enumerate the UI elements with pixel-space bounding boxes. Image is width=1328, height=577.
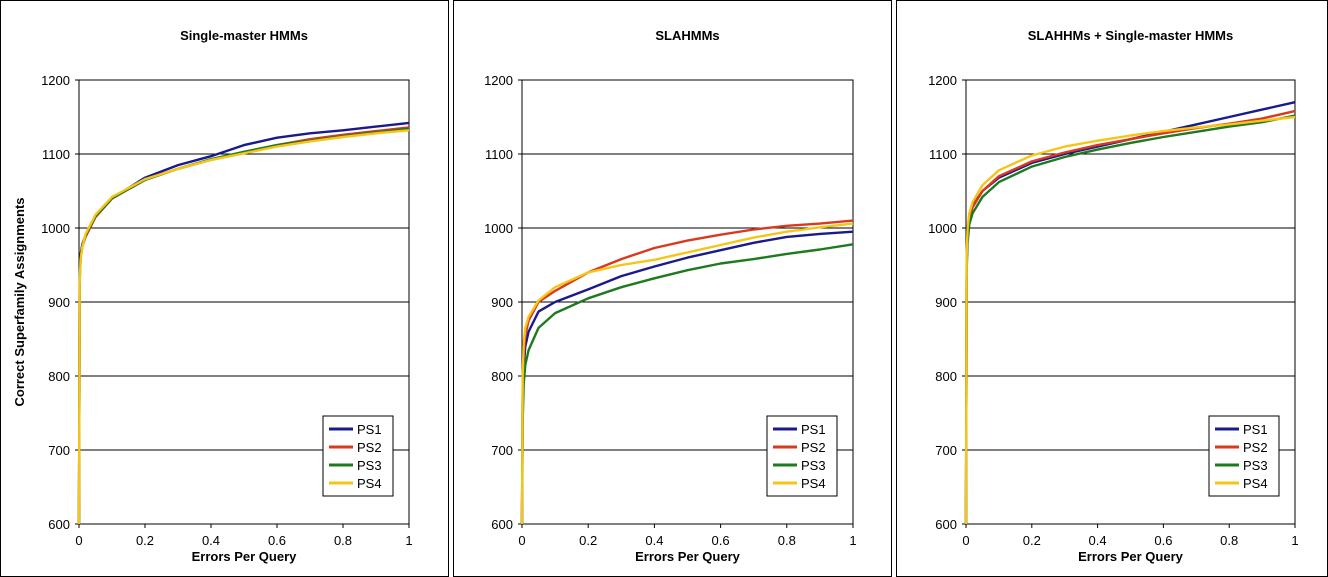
x-tick-label: 0.4 <box>1089 533 1107 548</box>
y-tick-label: 900 <box>48 295 70 310</box>
y-tick-label: 600 <box>48 517 70 532</box>
chart-title: SLAHHMs + Single-master HMMs <box>1028 28 1234 43</box>
legend-label: PS3 <box>1243 458 1268 473</box>
x-tick-label: 0 <box>962 533 969 548</box>
series-group <box>77 121 410 525</box>
series-group <box>520 219 854 525</box>
x-tick-label: 0.6 <box>268 533 286 548</box>
legend-label: PS2 <box>801 440 826 455</box>
chart-title: SLAHMMs <box>655 28 719 43</box>
x-tick-label: 0.4 <box>202 533 220 548</box>
x-tick-label: 0.8 <box>1220 533 1238 548</box>
y-tick-label: 1100 <box>929 147 957 162</box>
x-axis-label: Errors Per Query <box>635 549 741 564</box>
y-tick-label: 1000 <box>928 221 957 236</box>
series-line-ps4 <box>77 129 410 525</box>
legend: PS1 PS2 PS3 PS4 <box>322 415 394 497</box>
series-line-ps4 <box>964 115 1296 525</box>
legend-label: PS4 <box>1243 476 1268 491</box>
x-tick-label: 1 <box>849 533 856 548</box>
legend-label: PS2 <box>1243 440 1268 455</box>
x-tick-label: 0.6 <box>712 533 730 548</box>
x-tick-label: 0.2 <box>136 533 154 548</box>
y-tick-label: 800 <box>935 369 957 384</box>
y-tick-label: 1100 <box>485 147 513 162</box>
x-tick-label: 0.2 <box>579 533 597 548</box>
y-tick-label: 1200 <box>41 73 70 88</box>
y-tick-label: 1200 <box>484 73 513 88</box>
chart-panel-slahmms: SLAHMMs 600 700 800 900 1000 1100 1200 0 0.2 0.4 0.… <box>453 0 892 577</box>
legend-label: PS3 <box>801 458 826 473</box>
y-tick-label: 600 <box>935 517 957 532</box>
legend-label: PS3 <box>357 458 382 473</box>
x-axis-label: Errors Per Query <box>192 549 298 564</box>
chart-svg-combined: SLAHHMs + Single-master HMMs 600 700 800 900… <box>928 28 1299 564</box>
y-tick-label: 900 <box>935 295 957 310</box>
legend: PS1 PS2 PS3 PS4 <box>766 415 838 497</box>
y-tick-label: 700 <box>935 443 957 458</box>
y-tick-label: 1000 <box>41 221 70 236</box>
x-tick-label: 1 <box>405 533 412 548</box>
y-tick-label: 800 <box>48 369 70 384</box>
x-tick-label: 0 <box>518 533 525 548</box>
legend-label: PS1 <box>801 422 826 437</box>
x-tick-label: 0 <box>75 533 82 548</box>
legend-label: PS4 <box>801 476 826 491</box>
series-group <box>964 101 1296 525</box>
series-line-ps4 <box>520 222 854 525</box>
x-tick-label: 0.8 <box>778 533 796 548</box>
y-tick-label: 800 <box>491 369 513 384</box>
y-axis-label: Correct Superfamily Assignments <box>12 197 27 406</box>
legend-label: PS4 <box>357 476 382 491</box>
legend-label: PS1 <box>1243 422 1268 437</box>
chart-title: Single-master HMMs <box>180 28 308 43</box>
x-tick-label: 0.4 <box>645 533 663 548</box>
y-tick-label: 1100 <box>42 147 70 162</box>
y-tick-label: 700 <box>48 443 70 458</box>
legend-label: PS2 <box>357 440 382 455</box>
x-tick-label: 1 <box>1291 533 1298 548</box>
y-tick-label: 1200 <box>928 73 957 88</box>
y-tick-label: 1000 <box>484 221 513 236</box>
y-tick-label: 900 <box>491 295 513 310</box>
y-tick-label: 700 <box>491 443 513 458</box>
y-tick-label: 600 <box>491 517 513 532</box>
series-line-ps3 <box>520 243 854 525</box>
x-tick-label: 0.8 <box>334 533 352 548</box>
x-axis-label: Errors Per Query <box>1078 549 1184 564</box>
chart-panel-combined: SLAHHMs + Single-master HMMs 600 700 800 900… <box>896 0 1328 577</box>
chart-svg-single-master: Single-master HMMs 600 700 800 900 1000 1100 12… <box>12 28 413 564</box>
x-tick-label: 0.6 <box>1154 533 1172 548</box>
chart-svg-slahmms: SLAHMMs 600 700 800 900 1000 1100 1200 0 0.2 0.4 0.… <box>484 28 857 564</box>
chart-panel-single-master: Single-master HMMs 600 700 800 900 1000 1100 12… <box>0 0 449 577</box>
x-tick-label: 0.2 <box>1023 533 1041 548</box>
legend: PS1 PS2 PS3 PS4 <box>1208 415 1280 497</box>
legend-label: PS1 <box>357 422 382 437</box>
